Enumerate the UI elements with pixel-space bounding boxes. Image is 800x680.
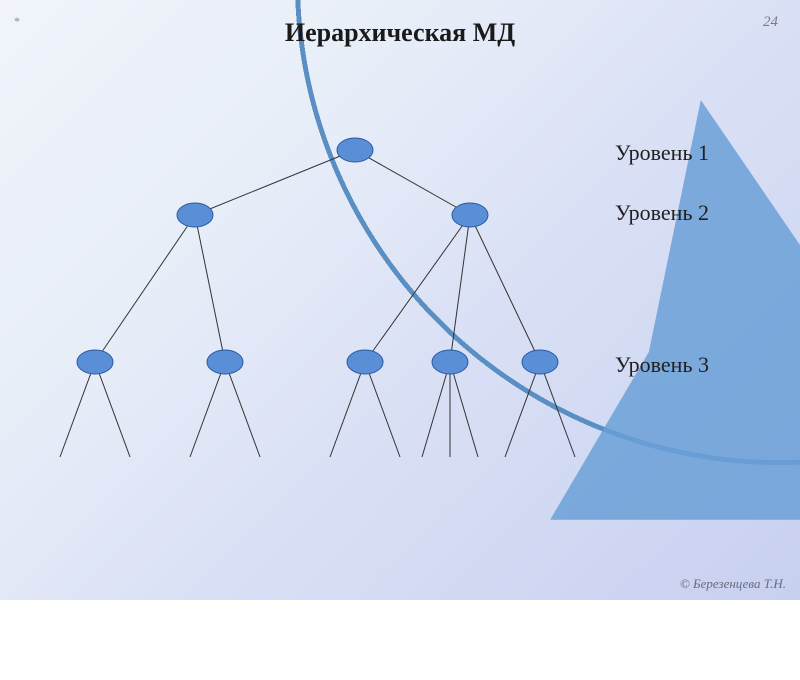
tree-edge <box>330 362 365 457</box>
tree-node <box>337 138 373 162</box>
tree-edge <box>540 362 575 457</box>
level-3-label: Уровень 3 <box>615 352 709 378</box>
tree-node <box>207 350 243 374</box>
tree-edge <box>195 150 355 215</box>
tree-edge <box>470 215 540 362</box>
tree-node <box>347 350 383 374</box>
tree-edge <box>190 362 225 457</box>
tree-node <box>452 203 488 227</box>
tree-edge <box>95 215 195 362</box>
tree-edge <box>95 362 130 457</box>
copyright-footer: © Березенцева Т.Н. <box>680 576 786 592</box>
tree-edge <box>365 362 400 457</box>
level-2-label: Уровень 2 <box>615 200 709 226</box>
tree-diagram <box>0 0 800 600</box>
level-1-label: Уровень 1 <box>615 140 709 166</box>
tree-edge <box>450 362 478 457</box>
tree-node <box>177 203 213 227</box>
tree-node <box>432 350 468 374</box>
tree-edge <box>422 362 450 457</box>
tree-node <box>522 350 558 374</box>
tree-edge <box>505 362 540 457</box>
tree-svg <box>0 0 800 600</box>
tree-node <box>77 350 113 374</box>
tree-edge <box>225 362 260 457</box>
tree-edge <box>195 215 225 362</box>
tree-edge <box>60 362 95 457</box>
tree-edge <box>355 150 470 215</box>
tree-edge <box>450 215 470 362</box>
tree-edge <box>365 215 470 362</box>
